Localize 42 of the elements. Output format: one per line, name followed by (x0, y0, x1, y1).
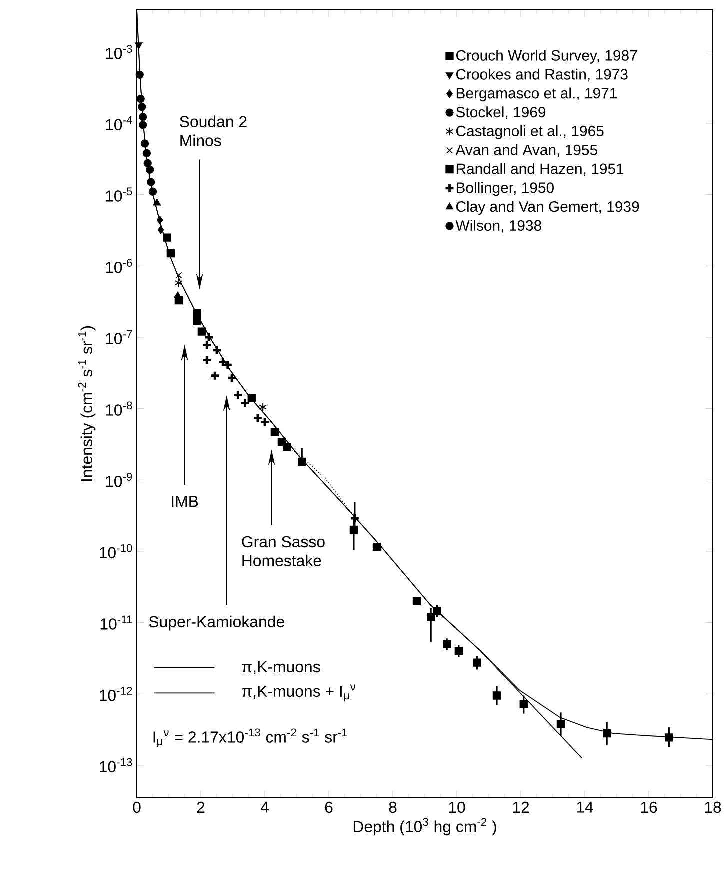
x-tick-label: 6 (325, 802, 333, 814)
annotation: Minos (180, 134, 222, 146)
legend-label: Wilson, 1938 (456, 220, 542, 233)
x-tick-label: 18 (705, 802, 722, 814)
legend-label: Bergamasco et al., 1971 (456, 88, 617, 102)
y-tick-label: 10$^{-4}$ (106, 116, 132, 131)
legend-label: Crouch World Survey, 1987 (456, 50, 638, 64)
legend-label: Castagnoli et al., 1965 (456, 126, 604, 140)
annotation: Homestake (242, 554, 322, 567)
y-tick-label: 10$^{-13}$ (100, 758, 132, 773)
x-tick-label: 8 (389, 802, 397, 814)
legend-label: π,K-muons (242, 661, 320, 674)
x-axis-title: Depth (10$^{3}$ hg cm$^{-2}$ ) (354, 818, 496, 836)
x-tick-label: 2 (197, 802, 205, 813)
y-axis-title: Intensity (cm$^{-2}$ s$^{-1}$ sr$^{-1}$) (78, 326, 96, 482)
legend-label: Stockel, 1969 (456, 106, 546, 120)
legend-label: π,K-muons + I$_{μ}$ν (242, 684, 356, 702)
legend-label: Clay and Van Gemert, 1939 (456, 201, 640, 216)
y-tick-label: 10$^{-10}$ (100, 544, 132, 559)
legend-label: Bollinger, 1950 (456, 182, 554, 196)
legend-label: Crookes and Rastin, 1973 (456, 68, 628, 82)
y-tick-label: 10$^{-12}$ (100, 687, 132, 702)
y-tick-label: 10$^{-11}$ (100, 616, 132, 630)
y-tick-label: 10$^{-9}$ (106, 473, 132, 488)
legend-label: Avan and Avan, 1955 (456, 144, 598, 158)
annotation: Super-Kamiokande (149, 616, 284, 631)
x-tick-label: 10 (449, 802, 466, 814)
annotation: Soudan 2 (180, 116, 247, 128)
x-tick-label: 4 (260, 802, 269, 813)
y-tick-label: 10$^{-3}$ (106, 45, 132, 60)
x-tick-label: 14 (577, 802, 594, 813)
annotation: Gran Sasso (242, 536, 325, 548)
legend-label: Randall and Hazen, 1951 (456, 163, 624, 176)
y-tick-label: 10$^{-6}$ (106, 259, 132, 274)
y-tick-label: 10$^{-8}$ (106, 402, 132, 416)
y-tick-label: 10$^{-7}$ (106, 330, 132, 345)
y-tick-label: 10$^{-5}$ (106, 188, 132, 202)
x-tick-label: 16 (641, 802, 658, 814)
x-tick-label: 12 (513, 802, 530, 813)
annotation: IMB (172, 496, 198, 508)
x-tick-label: 0 (133, 802, 141, 814)
text: I$_{μ}$$^{ν}$ = 2.17x10$^{-13}$ cm$^{-2}$ s$^{-1}$ sr$^{-1}$ (154, 728, 348, 748)
